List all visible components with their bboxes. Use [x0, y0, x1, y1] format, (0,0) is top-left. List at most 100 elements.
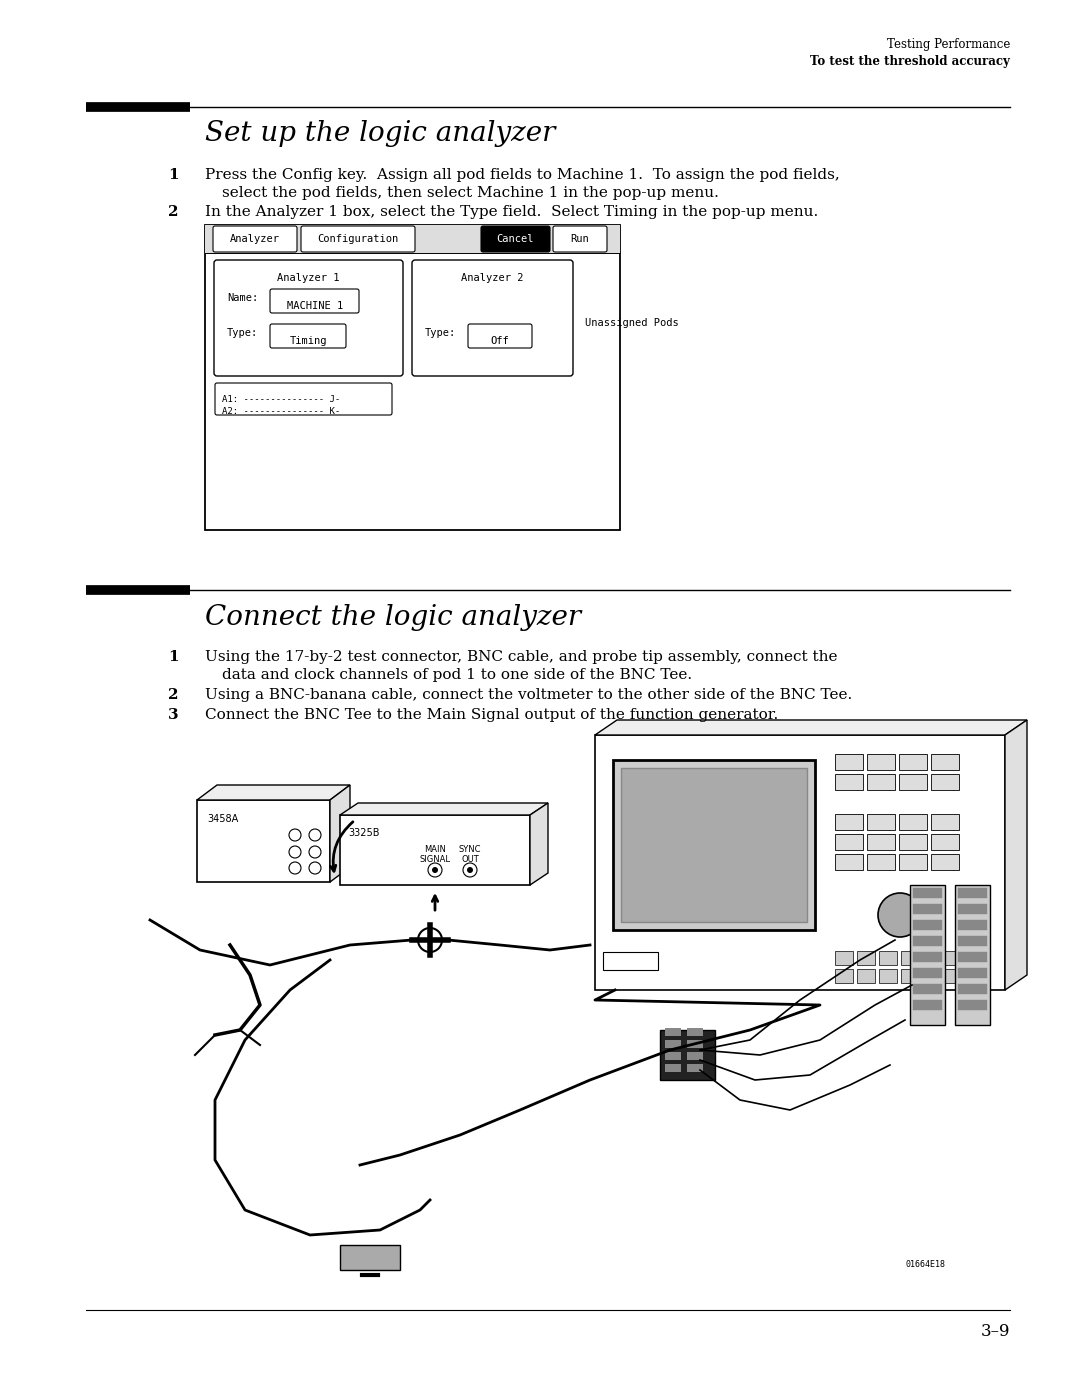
Bar — [595, 735, 1005, 990]
Bar — [687, 1065, 703, 1071]
Circle shape — [432, 868, 438, 873]
Bar — [603, 951, 658, 970]
Text: Run: Run — [570, 235, 590, 244]
Text: Testing Performance: Testing Performance — [887, 38, 1010, 52]
Text: Unassigned Pods: Unassigned Pods — [585, 319, 678, 328]
Bar — [867, 774, 895, 789]
Bar — [687, 1052, 703, 1060]
Bar — [913, 888, 942, 898]
Bar — [340, 814, 530, 886]
Bar — [340, 1245, 400, 1270]
Bar — [913, 904, 942, 914]
FancyBboxPatch shape — [214, 260, 403, 376]
Text: 3325B: 3325B — [348, 828, 379, 838]
Text: Press the Config key.  Assign all pod fields to Machine 1.  To assign the pod fi: Press the Config key. Assign all pod fie… — [205, 168, 840, 182]
FancyBboxPatch shape — [213, 226, 297, 251]
Text: Configuration: Configuration — [318, 235, 399, 244]
Bar — [901, 951, 919, 965]
Text: select the pod fields, then select Machine 1 in the pop-up menu.: select the pod fields, then select Machi… — [222, 186, 719, 200]
Polygon shape — [197, 785, 350, 800]
Bar — [931, 834, 959, 849]
Bar — [858, 970, 875, 983]
Text: 2: 2 — [168, 205, 178, 219]
Bar — [899, 814, 927, 830]
Text: MACHINE 1: MACHINE 1 — [287, 300, 343, 312]
Polygon shape — [595, 719, 1027, 735]
Bar — [835, 774, 863, 789]
Bar — [931, 814, 959, 830]
Bar — [665, 1065, 681, 1071]
Bar — [835, 970, 853, 983]
Bar — [205, 225, 620, 253]
Bar — [913, 968, 942, 978]
Text: Name:: Name: — [227, 293, 258, 303]
Text: A2: --------------- K-: A2: --------------- K- — [222, 407, 340, 416]
Bar — [913, 951, 942, 963]
Bar — [901, 970, 919, 983]
Text: Off: Off — [490, 337, 510, 346]
Bar — [835, 854, 863, 870]
FancyBboxPatch shape — [468, 324, 532, 348]
Bar — [613, 760, 815, 930]
Bar — [958, 921, 987, 930]
Text: Analyzer 1: Analyzer 1 — [278, 272, 340, 284]
FancyBboxPatch shape — [270, 324, 346, 348]
Bar — [967, 951, 985, 965]
Text: Connect the logic analyzer: Connect the logic analyzer — [205, 604, 581, 631]
Bar — [967, 970, 985, 983]
Bar — [913, 1000, 942, 1010]
Polygon shape — [340, 803, 548, 814]
Bar — [923, 951, 941, 965]
Bar — [858, 951, 875, 965]
Circle shape — [467, 868, 473, 873]
FancyBboxPatch shape — [553, 226, 607, 251]
Text: 1: 1 — [168, 650, 178, 664]
Text: data and clock channels of pod 1 to one side of the BNC Tee.: data and clock channels of pod 1 to one … — [222, 668, 692, 682]
Bar — [945, 970, 963, 983]
Text: OUT: OUT — [461, 855, 478, 863]
Bar — [913, 936, 942, 946]
Bar — [867, 854, 895, 870]
Bar — [910, 886, 945, 1025]
Text: SIGNAL: SIGNAL — [419, 855, 450, 863]
Bar — [923, 970, 941, 983]
Bar — [958, 983, 987, 995]
Bar — [958, 904, 987, 914]
FancyBboxPatch shape — [301, 226, 415, 251]
Bar — [945, 951, 963, 965]
Text: In the Analyzer 1 box, select the Type field.  Select Timing in the pop-up menu.: In the Analyzer 1 box, select the Type f… — [205, 205, 819, 219]
Text: Type:: Type: — [426, 328, 456, 338]
Text: To test the threshold accuracy: To test the threshold accuracy — [810, 54, 1010, 68]
Text: 3: 3 — [168, 708, 178, 722]
Bar — [899, 774, 927, 789]
Polygon shape — [530, 803, 548, 886]
Text: Set up the logic analyzer: Set up the logic analyzer — [205, 120, 555, 147]
FancyBboxPatch shape — [215, 383, 392, 415]
Bar — [931, 774, 959, 789]
Bar — [931, 854, 959, 870]
Bar — [665, 1052, 681, 1060]
Bar — [879, 951, 897, 965]
Text: MAIN: MAIN — [424, 845, 446, 854]
Bar — [867, 754, 895, 770]
Bar — [197, 800, 330, 882]
Bar — [660, 1030, 715, 1080]
Bar — [835, 754, 863, 770]
Bar — [958, 888, 987, 898]
Bar — [899, 834, 927, 849]
Bar — [955, 886, 990, 1025]
Text: Connect the BNC Tee to the Main Signal output of the function generator.: Connect the BNC Tee to the Main Signal o… — [205, 708, 779, 722]
Bar — [867, 814, 895, 830]
Text: Using the 17-by-2 test connector, BNC cable, and probe tip assembly, connect the: Using the 17-by-2 test connector, BNC ca… — [205, 650, 837, 664]
Bar — [687, 1039, 703, 1048]
Bar — [687, 1028, 703, 1037]
Bar — [931, 754, 959, 770]
Text: 01664E18: 01664E18 — [905, 1260, 945, 1268]
Text: Type:: Type: — [227, 328, 258, 338]
Text: 2: 2 — [168, 687, 178, 703]
Bar — [958, 1000, 987, 1010]
FancyBboxPatch shape — [270, 289, 359, 313]
Bar — [835, 951, 853, 965]
Text: Analyzer: Analyzer — [230, 235, 280, 244]
Text: Using a BNC-banana cable, connect the voltmeter to the other side of the BNC Tee: Using a BNC-banana cable, connect the vo… — [205, 687, 852, 703]
